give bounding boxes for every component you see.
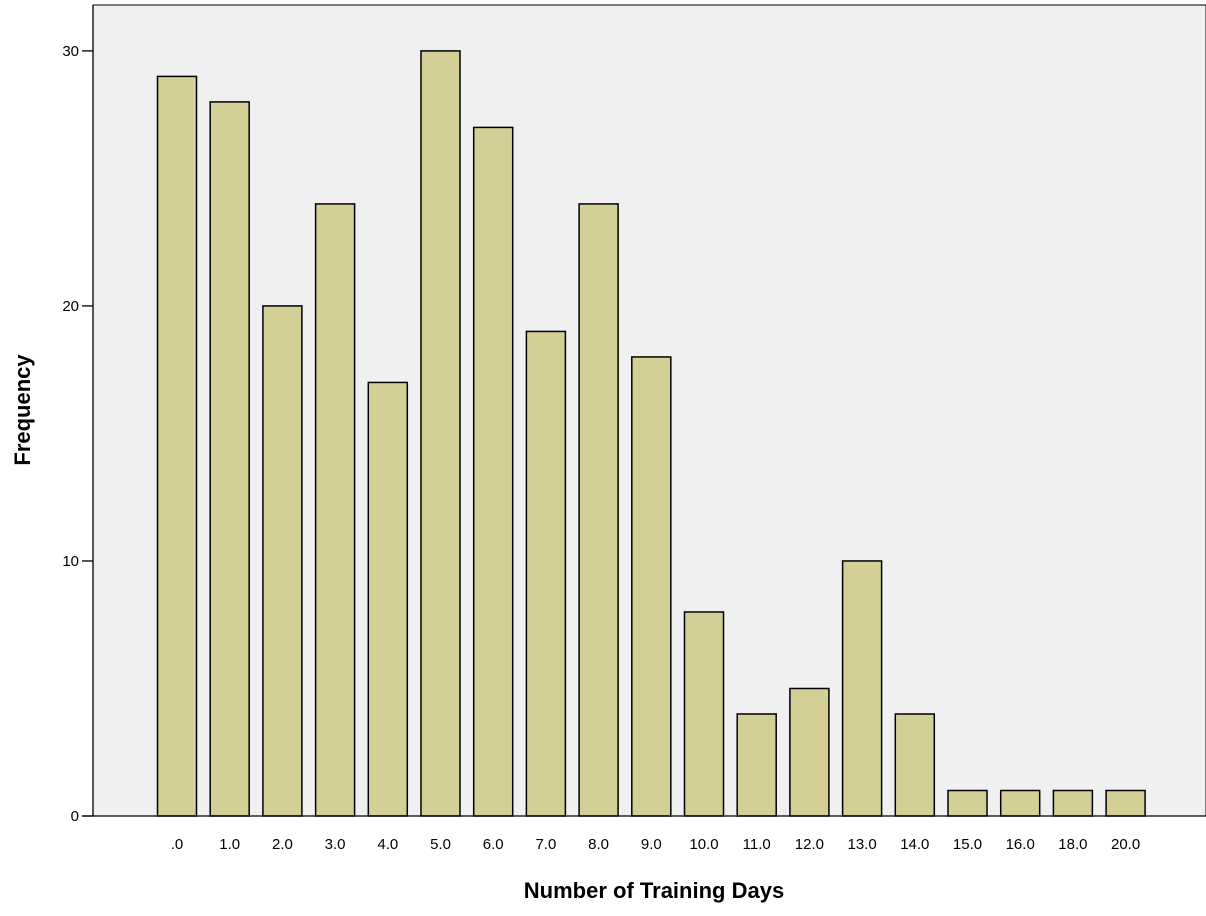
- y-axis: 0 10 20 30: [62, 5, 94, 825]
- bar: [525, 330, 567, 817]
- bar: [1105, 789, 1146, 817]
- y-tick-label: 30: [62, 43, 79, 60]
- bar: [894, 713, 936, 817]
- bar: [367, 381, 409, 817]
- bars-group: [156, 50, 1146, 817]
- bar: [789, 687, 830, 817]
- x-axis-title: Number of Training Days: [524, 878, 784, 903]
- x-tick-label: 18.0: [1058, 836, 1087, 853]
- x-tick-label: 15.0: [953, 836, 982, 853]
- x-tick-label: 20.0: [1111, 836, 1140, 853]
- bar: [736, 713, 777, 817]
- x-tick-label: 13.0: [847, 836, 876, 853]
- x-tick-label: 8.0: [588, 836, 609, 853]
- bar: [472, 126, 514, 817]
- x-axis: .0 1.0 2.0 3.0 4.0 5.0 6.0 7.0 8.0 9.0 10.0 11.0 12.…: [82, 815, 1206, 853]
- x-tick-label: 14.0: [900, 836, 929, 853]
- bar: [420, 50, 461, 817]
- y-tick-label: 0: [71, 808, 79, 825]
- x-tick-label: 4.0: [377, 836, 398, 853]
- bar: [578, 203, 619, 817]
- y-axis-title: Frequency: [10, 354, 35, 466]
- x-tick-label: 5.0: [430, 836, 451, 853]
- bar: [631, 356, 672, 817]
- bar: [262, 305, 303, 817]
- bar: [156, 75, 198, 817]
- bar: [947, 789, 988, 817]
- x-tick-label: 9.0: [641, 836, 662, 853]
- x-tick-label: 2.0: [272, 836, 293, 853]
- x-tick-label: 3.0: [325, 836, 346, 853]
- x-tick-label: 6.0: [483, 836, 504, 853]
- x-tick-label: 10.0: [689, 836, 718, 853]
- x-tick-label: 1.0: [219, 836, 240, 853]
- x-tick-label: .0: [171, 836, 184, 853]
- x-tick-label: 7.0: [535, 836, 556, 853]
- x-tick-label: 12.0: [795, 836, 824, 853]
- bar: [314, 203, 356, 817]
- bar: [1052, 789, 1094, 817]
- bar: [683, 611, 725, 817]
- bar: [999, 789, 1041, 817]
- x-tick-label: 11.0: [743, 836, 771, 853]
- y-tick-label: 20: [62, 298, 79, 315]
- bar: [209, 101, 250, 817]
- x-tick-label: 16.0: [1006, 836, 1035, 853]
- bar: [841, 560, 883, 817]
- y-tick-label: 10: [62, 553, 79, 570]
